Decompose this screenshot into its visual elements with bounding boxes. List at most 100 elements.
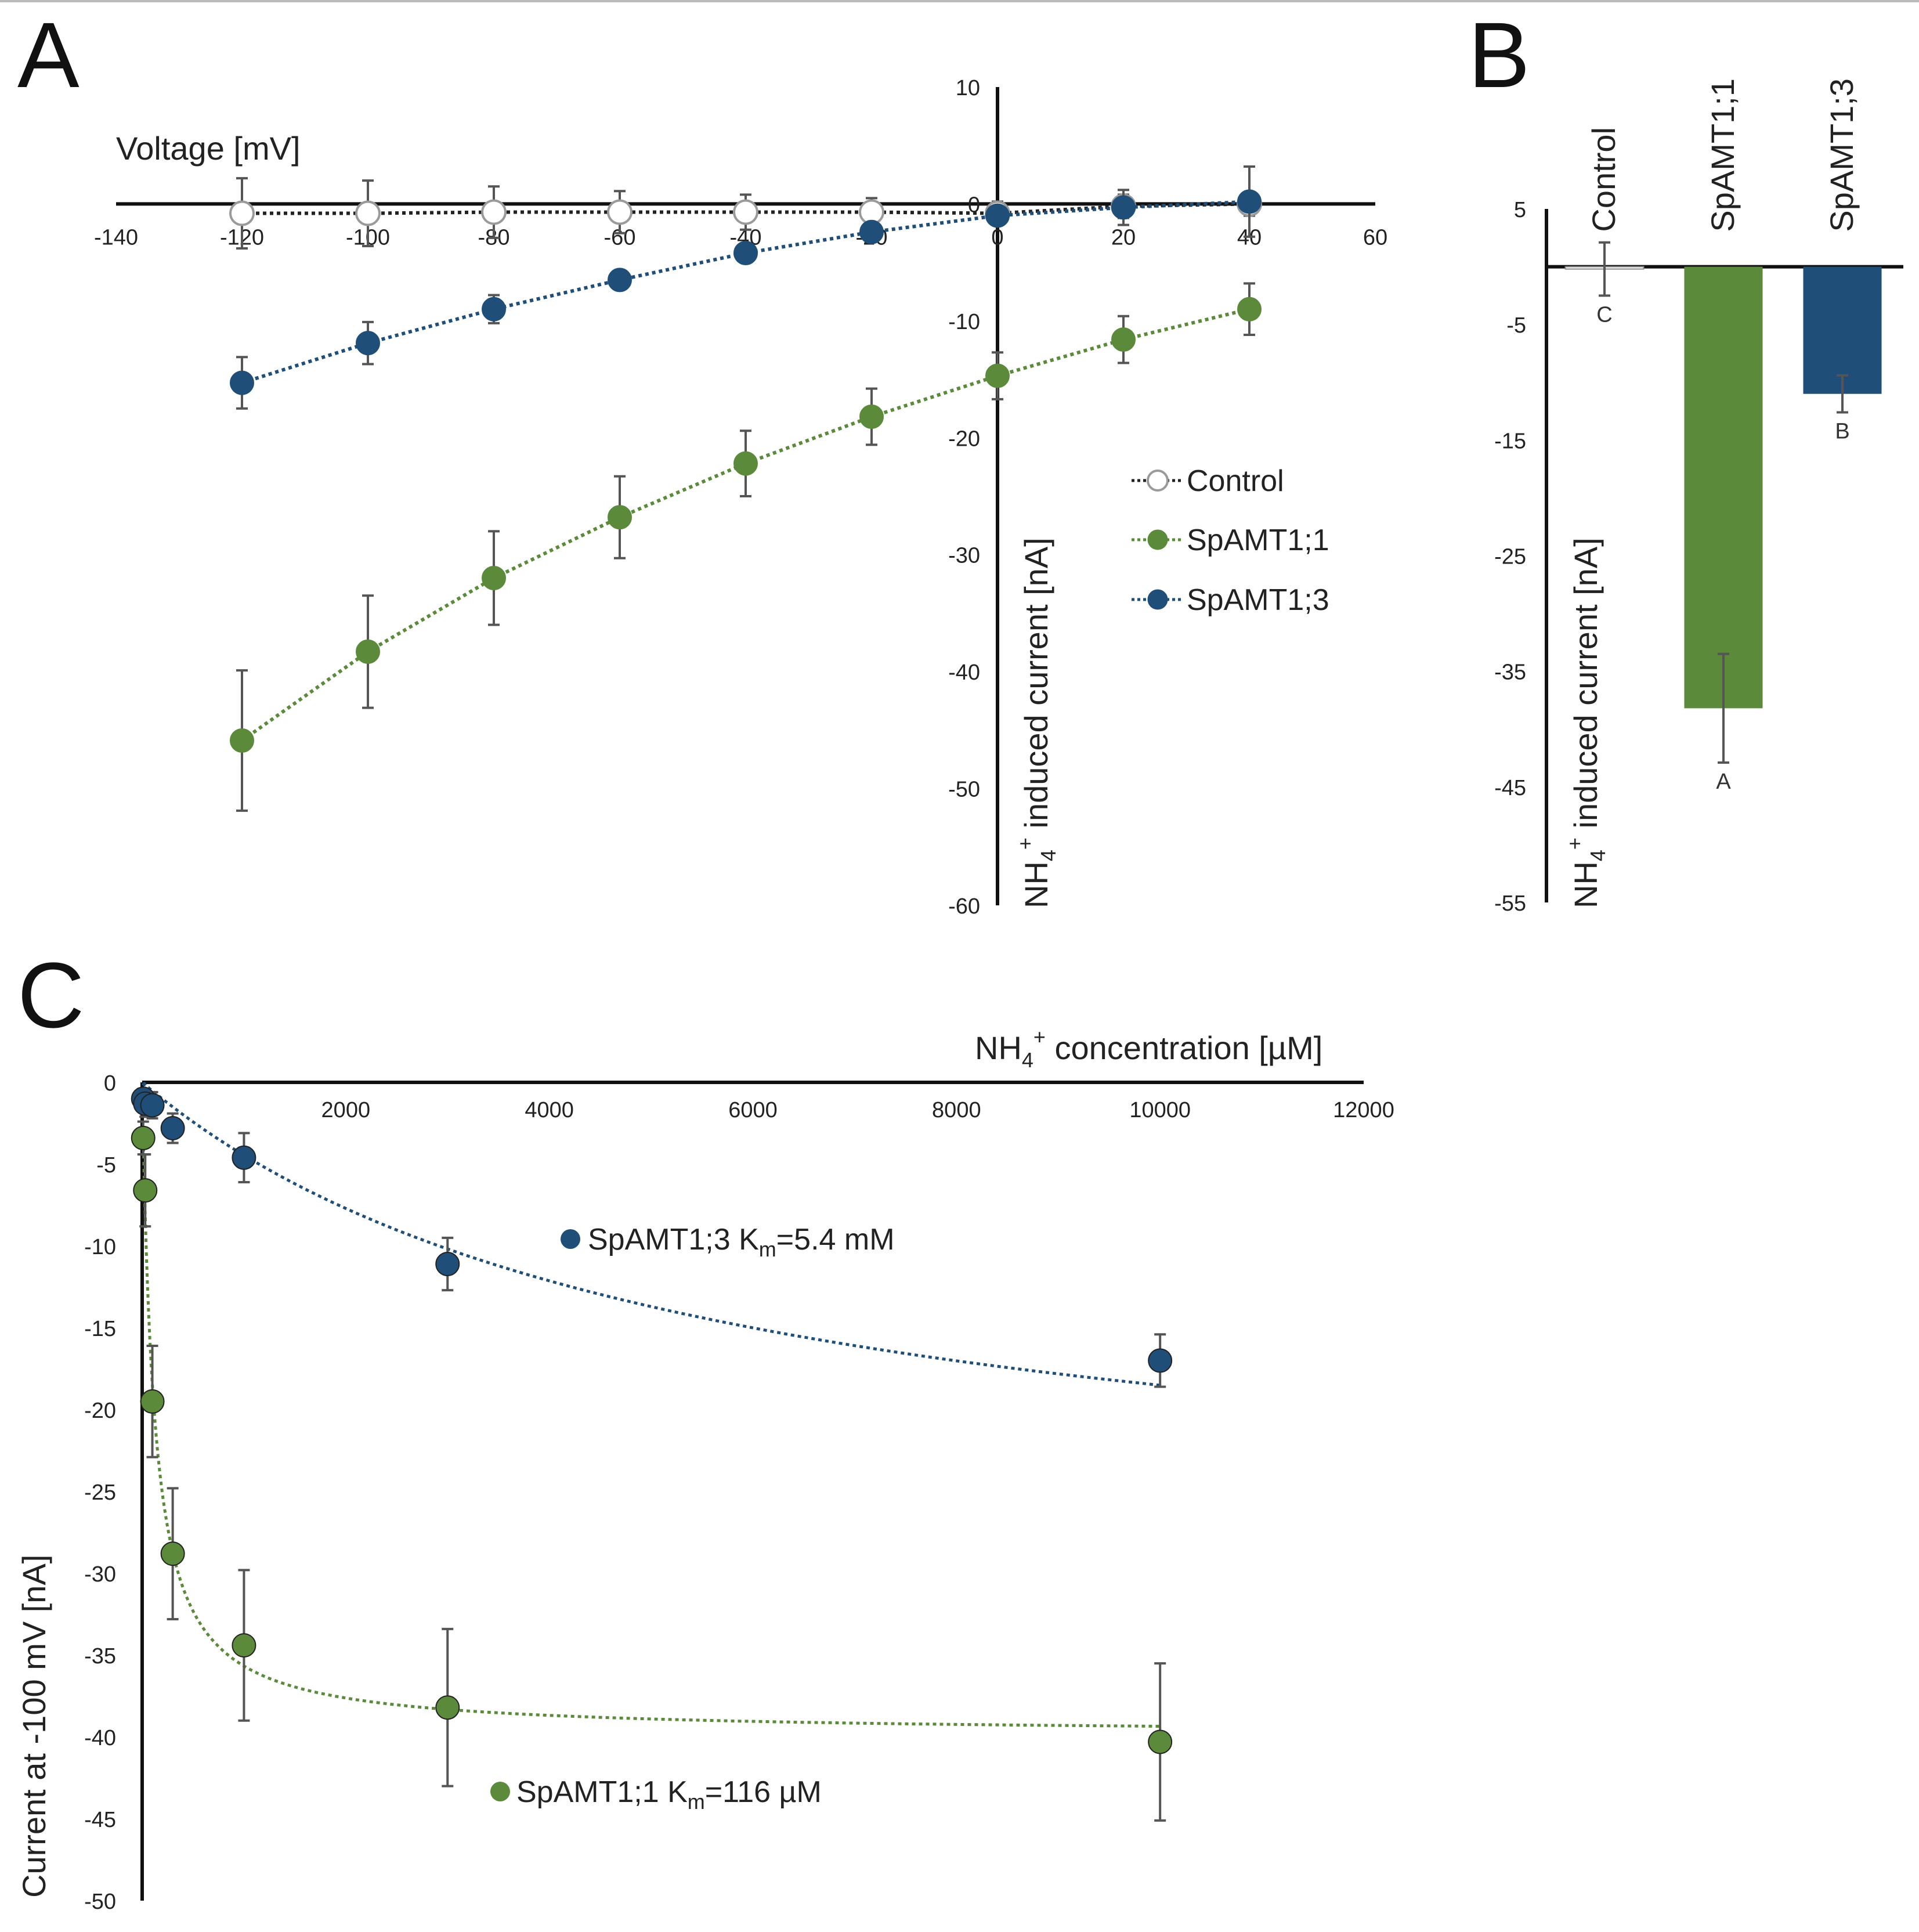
panel-c-x-tick-label: 2000 — [321, 1098, 371, 1122]
panel-a-point-SpAMT1;3 — [230, 370, 254, 395]
panel-a-point-SpAMT1;1 — [733, 451, 758, 476]
panel-c-point-SpAMT1;3 — [435, 1252, 460, 1277]
panel-b-y-tick-label: -45 — [1494, 776, 1526, 800]
panel-c-x-tick-label: 8000 — [932, 1098, 981, 1122]
panel-c-fit-curve-SpAMT1;3 — [142, 1082, 1161, 1387]
panel-c-point-SpAMT1;1 — [131, 1125, 156, 1150]
panel-a-x-tick-label: -140 — [94, 225, 138, 250]
panel-a-point-Control — [481, 199, 507, 225]
panel-c-y-tick-label: -20 — [84, 1399, 116, 1423]
panel-c-y-axis-label: Current at -100 mV [nA] — [16, 1555, 52, 1898]
panel-c-x-tick-label: 6000 — [728, 1098, 778, 1122]
panel-b-y-tick-label: -25 — [1494, 545, 1526, 569]
panel-c-y-tick-label: -40 — [84, 1726, 116, 1750]
panel-b-y-axis-label: NH4+ induced current [nA] — [1563, 537, 1610, 908]
panel-a-x-axis-label: Voltage [mV] — [116, 130, 301, 167]
panel-a-x-tick-label: 60 — [1363, 225, 1387, 250]
panel-b-y-tick-label: 5 — [1514, 198, 1526, 222]
panel-a-legend: Control SpAMT1;1 SpAMT1;3 — [1132, 464, 1329, 617]
panel-a-point-SpAMT1;3 — [985, 203, 1010, 228]
panel-c-point-SpAMT1;3 — [232, 1145, 256, 1170]
panel-b-category-label: Control — [1585, 127, 1622, 232]
panel-a-y-tick-label: -50 — [948, 778, 980, 802]
panel-a-point-Control — [355, 200, 381, 226]
panel-c-point-SpAMT1;1 — [133, 1178, 158, 1203]
panel-c-y-tick-label: -30 — [84, 1562, 116, 1587]
panel-c-x-tick-label: 4000 — [525, 1098, 574, 1122]
panel-c-label-spamt1-3: SpAMT1;3 Km=5.4 mM — [561, 1223, 895, 1261]
panel-c-y-tick-label: -35 — [84, 1644, 116, 1669]
panel-c-y-tick-label: -25 — [84, 1480, 116, 1505]
legend-control-marker — [1147, 470, 1169, 492]
panel-c-label-spamt1-1: SpAMT1;1 Km=116 µM — [490, 1775, 822, 1814]
panel-a-point-Control — [607, 199, 633, 225]
panel-c-point-SpAMT1;1 — [435, 1695, 460, 1720]
panel-label-c: C — [17, 943, 85, 1047]
panel-c-point-SpAMT1;1 — [1148, 1729, 1173, 1754]
panel-a-point-Control — [229, 200, 255, 226]
panel-c-label-spamt1-1-text: SpAMT1;1 Km=116 µM — [516, 1775, 822, 1814]
panel-c-point-SpAMT1;3 — [160, 1115, 185, 1140]
panel-c-y-tick-label: -45 — [84, 1808, 116, 1832]
legend-spamt1-1-marker — [1147, 529, 1168, 550]
panel-c-point-SpAMT1;1 — [232, 1633, 256, 1658]
panel-b-significance-letter: C — [1596, 302, 1612, 327]
panel-a-line-SpAMT1;1 — [241, 307, 1250, 742]
panel-a-chart: -140-120-100-80-60-40-200204060100-10-20… — [94, 76, 1387, 919]
panel-a-point-SpAMT1;3 — [482, 297, 506, 322]
panel-b-y-tick-label: -55 — [1494, 891, 1526, 916]
panel-a-point-Control — [733, 199, 758, 225]
panel-c-chart: 2000 4000 6000 8000 10000 12000 0 -5 -10 -15 -20 -2… — [16, 1025, 1394, 1914]
legend-spamt1-3-label: SpAMT1;3 — [1187, 583, 1329, 617]
panel-a-y-tick-label: -40 — [948, 660, 980, 685]
panel-b-category-label: SpAMT1;1 — [1704, 78, 1741, 232]
panel-c-point-SpAMT1;3 — [140, 1093, 165, 1118]
panel-a-x-tick-label: 0 — [991, 225, 1003, 250]
panel-a-point-SpAMT1;3 — [1237, 189, 1262, 214]
panel-c-label-spamt1-1-marker — [490, 1782, 510, 1801]
panel-a-y-axis-label: NH4+ induced current [nA] — [1013, 537, 1060, 908]
panel-a-point-SpAMT1;3 — [859, 219, 884, 244]
panel-a-y-tick-label: 0 — [968, 193, 980, 217]
panel-c-point-SpAMT1;3 — [1148, 1348, 1173, 1373]
panel-c-point-SpAMT1;1 — [140, 1389, 165, 1414]
panel-b-category-label: SpAMT1;3 — [1823, 78, 1860, 232]
panel-a-point-SpAMT1;1 — [482, 566, 506, 590]
legend-control-label: Control — [1187, 464, 1284, 498]
panel-a-series — [229, 165, 1262, 812]
panel-b-y-tick-label: -35 — [1494, 660, 1526, 685]
panel-a-point-SpAMT1;3 — [356, 331, 380, 356]
panel-a-y-tick-label: -60 — [948, 894, 980, 919]
panel-a-point-SpAMT1;3 — [608, 268, 632, 292]
panel-a-point-SpAMT1;1 — [859, 405, 884, 429]
panel-a-point-SpAMT1;1 — [230, 728, 254, 753]
panel-a-point-SpAMT1;1 — [1111, 327, 1136, 352]
panel-b-significance-letter: A — [1716, 770, 1731, 794]
panel-a-point-SpAMT1;1 — [356, 639, 380, 664]
panel-c-y-tick-label: -50 — [84, 1890, 116, 1914]
panel-a-y-tick-label: -10 — [948, 310, 980, 334]
panel-c-x-axis-label: NH4+ concentration [µM] — [975, 1025, 1322, 1072]
legend-spamt1-3-marker — [1147, 589, 1168, 610]
panel-a-point-SpAMT1;3 — [1111, 195, 1136, 220]
panel-c-y-tick-label: -5 — [96, 1153, 116, 1178]
panel-b-significance-letter: B — [1835, 420, 1849, 444]
panel-b-bar-SpAMT1;3 — [1803, 266, 1882, 394]
panel-a-point-SpAMT1;1 — [985, 363, 1010, 388]
panel-c-axes: 2000 4000 6000 8000 10000 12000 0 -5 -10 -15 -20 -2… — [84, 1071, 1394, 1914]
panel-b-bar-SpAMT1;1 — [1684, 266, 1763, 709]
panel-a-x-tick-label: 20 — [1111, 225, 1136, 250]
panel-c-y-tick-label: -10 — [84, 1235, 116, 1259]
panel-a-line-SpAMT1;3 — [241, 200, 1250, 385]
panel-a-point-SpAMT1;1 — [608, 505, 632, 530]
panel-a-point-SpAMT1;1 — [1237, 297, 1262, 322]
panel-c-series — [131, 1082, 1173, 1822]
panel-b-y-tick-label: -15 — [1494, 429, 1526, 453]
panel-c-x-tick-label: 10000 — [1129, 1098, 1191, 1122]
panel-a-y-tick-label: -30 — [948, 544, 980, 568]
legend-spamt1-1-label: SpAMT1;1 — [1187, 523, 1329, 557]
panel-c-y-tick-label: 0 — [104, 1071, 116, 1096]
panel-c-label-spamt1-3-text: SpAMT1;3 Km=5.4 mM — [588, 1223, 895, 1261]
panel-label-a: A — [17, 3, 79, 107]
